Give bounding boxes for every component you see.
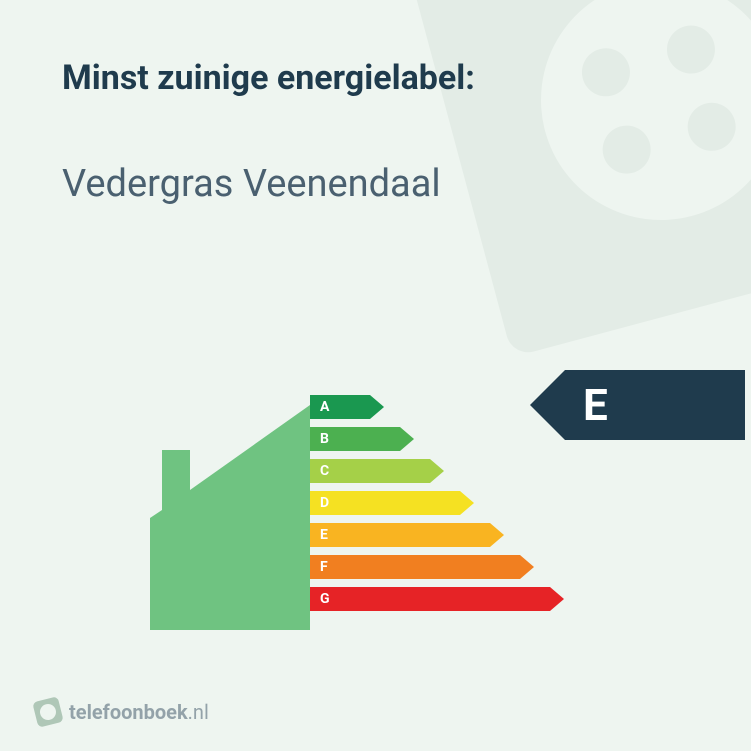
rating-badge: E bbox=[530, 370, 745, 440]
energy-bar-f: F bbox=[310, 555, 534, 579]
brand-icon bbox=[32, 696, 64, 728]
energy-bar-a: A bbox=[310, 395, 384, 419]
energy-bar-e: E bbox=[310, 523, 504, 547]
energy-bar-d: D bbox=[310, 491, 474, 515]
footer-brand: telefoonboek.nl bbox=[35, 699, 209, 725]
energy-bar-label: A bbox=[310, 395, 370, 419]
energy-bar-c: C bbox=[310, 459, 444, 483]
energy-bar-g: G bbox=[310, 587, 564, 611]
page-title: Minst zuinige energielabel: bbox=[62, 58, 689, 98]
energy-bar-label: D bbox=[310, 491, 460, 515]
energy-bar-label: F bbox=[310, 555, 520, 579]
energy-bar-label: E bbox=[310, 523, 490, 547]
energy-bar-b: B bbox=[310, 427, 414, 451]
house-icon bbox=[150, 405, 310, 630]
rating-letter: E bbox=[583, 379, 608, 431]
location-name: Vedergras Veenendaal bbox=[62, 162, 689, 206]
brand-text: telefoonboek.nl bbox=[69, 700, 209, 724]
energy-bar-label: B bbox=[310, 427, 400, 451]
energy-bar-label: G bbox=[310, 587, 550, 611]
energy-bar-label: C bbox=[310, 459, 430, 483]
